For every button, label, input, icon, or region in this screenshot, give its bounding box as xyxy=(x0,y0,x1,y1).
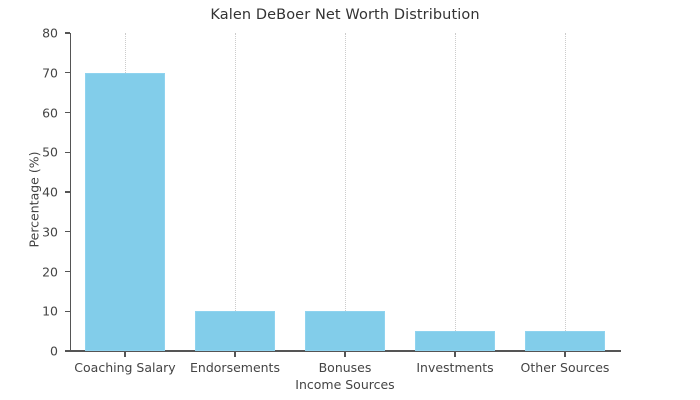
x-tick-mark xyxy=(234,351,236,357)
y-tick-mark xyxy=(64,111,70,114)
y-tick-label: 70 xyxy=(42,65,58,81)
x-tick-mark xyxy=(454,351,456,357)
x-axis-title: Income Sources xyxy=(295,377,395,392)
plot-area xyxy=(70,33,620,351)
x-tick-label: Endorsements xyxy=(190,360,280,375)
y-tick-mark xyxy=(64,32,70,34)
bar-coaching-salary[interactable] xyxy=(84,72,166,351)
y-tick-label: 80 xyxy=(42,25,58,41)
x-tick-label: Bonuses xyxy=(318,360,372,375)
gridline-vertical xyxy=(565,33,567,351)
bar-endorsements[interactable] xyxy=(194,311,276,351)
x-tick-mark xyxy=(564,351,566,357)
y-tick-mark xyxy=(64,151,70,153)
y-tick-label: 10 xyxy=(42,303,58,319)
y-tick-label: 40 xyxy=(42,184,58,200)
y-tick-label: 30 xyxy=(42,224,58,240)
x-tick-label: Coaching Salary xyxy=(74,360,176,375)
y-tick-mark xyxy=(64,270,70,273)
y-axis-spine xyxy=(70,33,72,351)
y-tick-label: 50 xyxy=(42,144,58,160)
y-tick-mark xyxy=(64,310,70,312)
x-tick-label: Investments xyxy=(416,360,494,375)
y-axis-title: Percentage (%) xyxy=(26,151,42,248)
chart-title: Kalen DeBoer Net Worth Distribution xyxy=(210,7,480,23)
y-tick-mark xyxy=(64,72,70,74)
y-tick-label: 0 xyxy=(50,343,58,359)
x-tick-mark xyxy=(344,351,346,357)
y-tick-mark xyxy=(64,231,70,233)
bar-other-sources[interactable] xyxy=(524,331,606,351)
x-tick-mark xyxy=(124,351,126,357)
gridline-vertical xyxy=(235,33,237,351)
y-tick-label: 60 xyxy=(42,105,58,120)
y-tick-mark xyxy=(64,191,70,193)
x-tick-label: Other Sources xyxy=(520,360,610,375)
bar-investments[interactable] xyxy=(414,331,496,351)
gridline-vertical xyxy=(455,33,457,351)
gridline-vertical xyxy=(345,33,347,351)
bar-bonuses[interactable] xyxy=(304,311,386,351)
y-tick-label: 20 xyxy=(42,264,58,279)
y-tick-mark xyxy=(64,350,70,352)
